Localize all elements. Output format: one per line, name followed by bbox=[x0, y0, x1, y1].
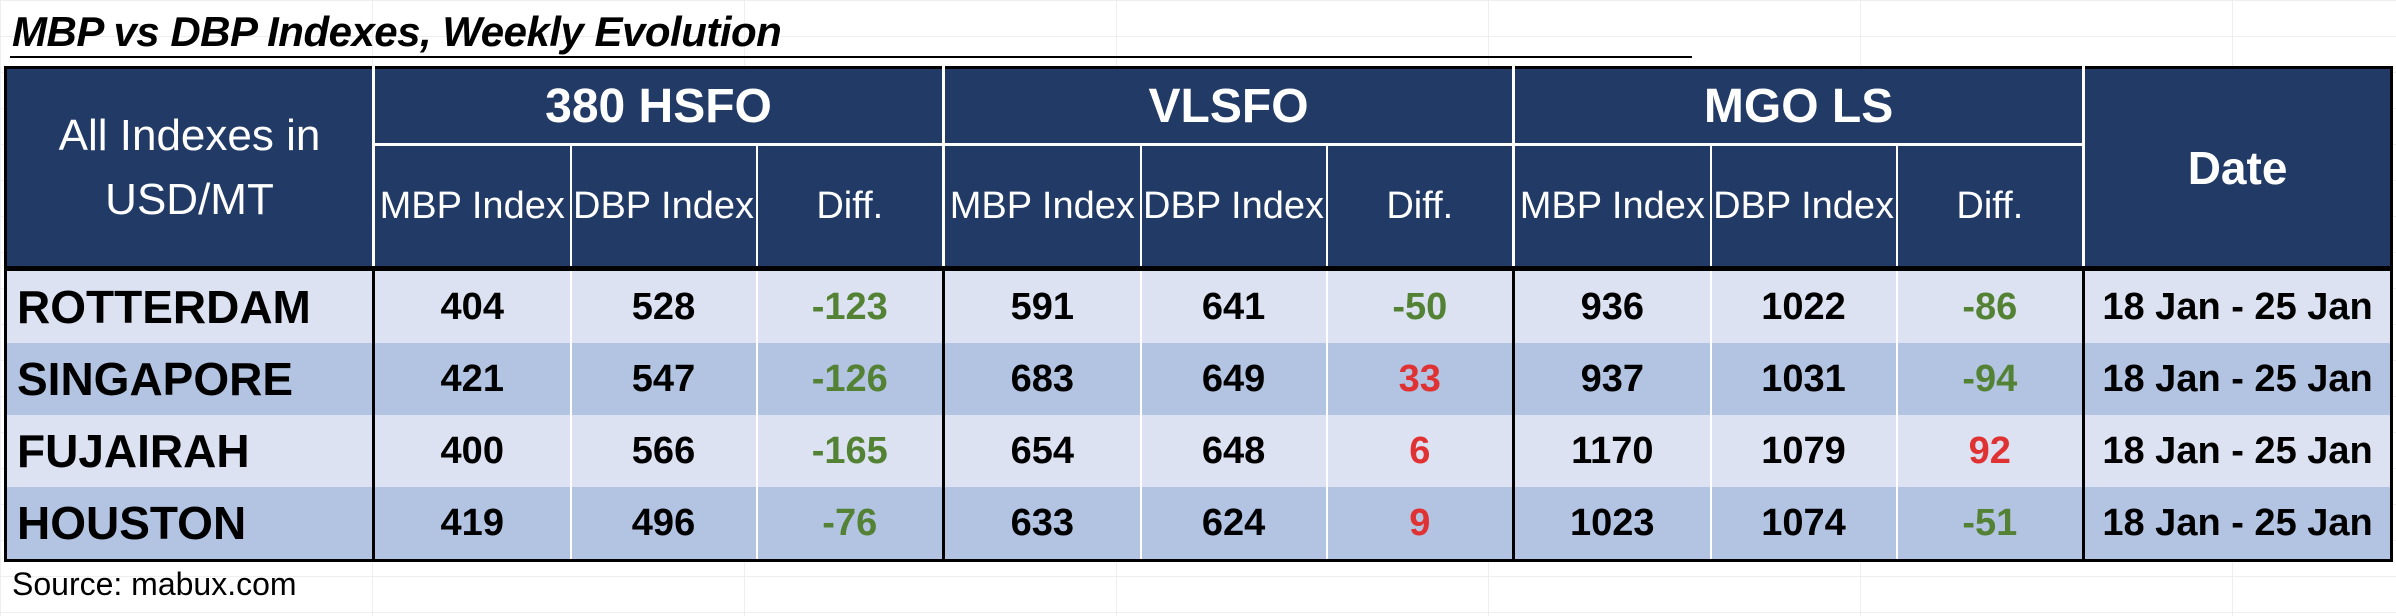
group-header-hsfo: 380 HSFO bbox=[373, 67, 946, 146]
cell-hsfo-diff: -123 bbox=[756, 266, 946, 343]
cell-hsfo-mbp: 400 bbox=[373, 415, 572, 487]
cell-vlsfo-diff: -50 bbox=[1326, 266, 1516, 343]
cell-vlsfo-dbp: 648 bbox=[1140, 415, 1328, 487]
cell-mgo-diff: -94 bbox=[1896, 343, 2086, 415]
col-header-hsfo-diff: Diff. bbox=[756, 144, 946, 269]
table-row: FUJAIRAH 400 566 -165 654 648 6 1170 107… bbox=[5, 415, 2392, 487]
table-title: MBP vs DBP Indexes, Weekly Evolution bbox=[12, 8, 782, 55]
cell-hsfo-dbp: 528 bbox=[570, 266, 758, 343]
cell-vlsfo-mbp: 633 bbox=[943, 487, 1142, 561]
cell-mgo-mbp: 1023 bbox=[1513, 487, 1712, 561]
cell-vlsfo-mbp: 683 bbox=[943, 343, 1142, 415]
source-note: Source: mabux.com bbox=[12, 566, 297, 602]
port-name: ROTTERDAM bbox=[5, 266, 375, 343]
cell-hsfo-dbp: 496 bbox=[570, 487, 758, 561]
title-underline bbox=[10, 56, 1692, 58]
col-header-mgo-dbp: DBP Index bbox=[1710, 144, 1898, 269]
cell-mgo-mbp: 936 bbox=[1513, 266, 1712, 343]
group-header-vlsfo: VLSFO bbox=[943, 67, 1516, 146]
units-header-line1: All Indexes in bbox=[58, 110, 321, 160]
table-row: HOUSTON 419 496 -76 633 624 9 1023 1074 … bbox=[5, 487, 2392, 561]
cell-hsfo-diff: -165 bbox=[756, 415, 946, 487]
table-row: SINGAPORE 421 547 -126 683 649 33 937 10… bbox=[5, 343, 2392, 415]
port-name: SINGAPORE bbox=[5, 343, 375, 415]
col-header-vlsfo-diff: Diff. bbox=[1326, 144, 1516, 269]
cell-mgo-dbp: 1074 bbox=[1710, 487, 1898, 561]
col-header-mgo-mbp: MBP Index bbox=[1513, 144, 1712, 269]
date-header: Date bbox=[2083, 67, 2392, 269]
col-header-mgo-diff: Diff. bbox=[1896, 144, 2086, 269]
cell-date: 18 Jan - 25 Jan bbox=[2083, 343, 2392, 415]
cell-date: 18 Jan - 25 Jan bbox=[2083, 266, 2392, 343]
cell-mgo-mbp: 1170 bbox=[1513, 415, 1712, 487]
cell-vlsfo-dbp: 649 bbox=[1140, 343, 1328, 415]
cell-vlsfo-diff: 6 bbox=[1326, 415, 1516, 487]
cell-date: 18 Jan - 25 Jan bbox=[2083, 415, 2392, 487]
cell-mgo-dbp: 1031 bbox=[1710, 343, 1898, 415]
cell-hsfo-dbp: 547 bbox=[570, 343, 758, 415]
cell-mgo-mbp: 937 bbox=[1513, 343, 1712, 415]
index-comparison-table: All Indexes in USD/MT 380 HSFO VLSFO MGO… bbox=[4, 66, 2394, 562]
cell-mgo-diff: -51 bbox=[1896, 487, 2086, 561]
cell-mgo-dbp: 1079 bbox=[1710, 415, 1898, 487]
cell-mgo-dbp: 1022 bbox=[1710, 266, 1898, 343]
cell-hsfo-mbp: 404 bbox=[373, 266, 572, 343]
cell-hsfo-dbp: 566 bbox=[570, 415, 758, 487]
cell-hsfo-mbp: 419 bbox=[373, 487, 572, 561]
cell-vlsfo-diff: 33 bbox=[1326, 343, 1516, 415]
cell-hsfo-diff: -76 bbox=[756, 487, 946, 561]
cell-vlsfo-mbp: 591 bbox=[943, 266, 1142, 343]
units-header: All Indexes in USD/MT bbox=[5, 67, 375, 269]
cell-vlsfo-mbp: 654 bbox=[943, 415, 1142, 487]
cell-hsfo-mbp: 421 bbox=[373, 343, 572, 415]
col-header-hsfo-dbp: DBP Index bbox=[570, 144, 758, 269]
col-header-vlsfo-dbp: DBP Index bbox=[1140, 144, 1328, 269]
col-header-vlsfo-mbp: MBP Index bbox=[943, 144, 1142, 269]
col-header-hsfo-mbp: MBP Index bbox=[373, 144, 572, 269]
cell-hsfo-diff: -126 bbox=[756, 343, 946, 415]
cell-vlsfo-dbp: 641 bbox=[1140, 266, 1328, 343]
port-name: FUJAIRAH bbox=[5, 415, 375, 487]
group-header-mgo: MGO LS bbox=[1513, 67, 2086, 146]
cell-vlsfo-diff: 9 bbox=[1326, 487, 1516, 561]
cell-mgo-diff: 92 bbox=[1896, 415, 2086, 487]
port-name: HOUSTON bbox=[5, 487, 375, 561]
units-header-line2: USD/MT bbox=[105, 174, 274, 224]
table-row: ROTTERDAM 404 528 -123 591 641 -50 936 1… bbox=[5, 266, 2392, 343]
cell-mgo-diff: -86 bbox=[1896, 266, 2086, 343]
cell-vlsfo-dbp: 624 bbox=[1140, 487, 1328, 561]
cell-date: 18 Jan - 25 Jan bbox=[2083, 487, 2392, 561]
